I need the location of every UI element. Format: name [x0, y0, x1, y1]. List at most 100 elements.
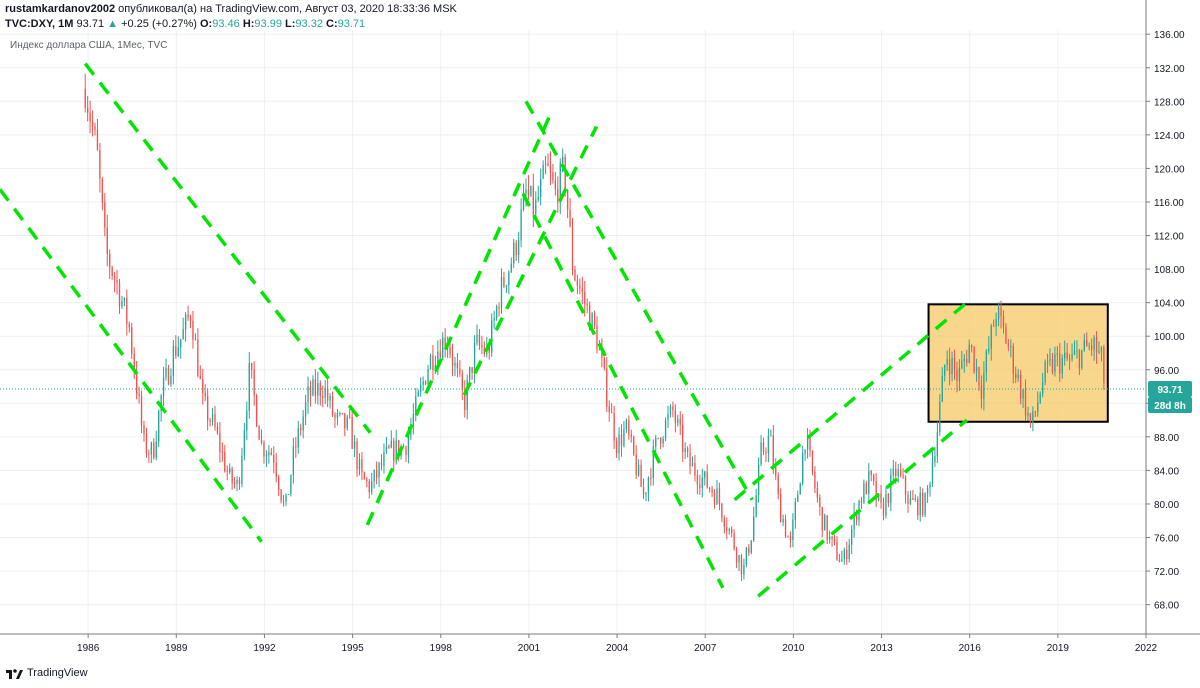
candle-body: [581, 288, 583, 292]
price-axis[interactable]: 136.00 132.00 128.00 124.00 120.00 116.00 112.…: [1146, 30, 1185, 612]
candle-body: [630, 434, 632, 437]
candle-body: [912, 498, 914, 500]
price-tick-label: 104.00: [1154, 299, 1185, 310]
candle-body: [956, 369, 958, 382]
tradingview-logo-icon: [6, 669, 23, 679]
candle-body: [691, 462, 694, 467]
candle-body: [540, 178, 542, 197]
price-tick-label: 120.00: [1154, 164, 1185, 175]
candle-body: [422, 381, 424, 385]
candle-body: [1022, 389, 1024, 399]
candle-body: [500, 277, 503, 309]
candle-body: [226, 471, 228, 473]
candle-body: [177, 347, 179, 356]
candle-body: [980, 386, 983, 399]
candle-body: [1061, 358, 1063, 374]
candle-body: [346, 416, 348, 429]
candle-body: [420, 384, 422, 392]
price-tick-label: 128.00: [1154, 97, 1185, 108]
candle-body: [569, 209, 571, 227]
candle-body: [899, 469, 902, 476]
candle-body: [694, 462, 696, 476]
time-axis[interactable]: 1986 1989 1992 1995 1998 2001 2004 2007 2010 2013…: [77, 634, 1158, 654]
candle-body: [309, 386, 312, 396]
open-value: 93.46: [212, 18, 240, 30]
last-price-tag-text: 93.71: [1157, 385, 1182, 396]
candle-body: [767, 435, 770, 454]
candle-body: [326, 388, 329, 401]
time-tick-label: 1986: [77, 643, 100, 654]
time-tick-label: 2019: [1047, 643, 1070, 654]
last-price: 93.71: [76, 18, 105, 30]
candle-body: [735, 548, 738, 563]
candle-body: [206, 396, 209, 421]
candle-body: [882, 502, 885, 516]
highlight-box: [927, 303, 1109, 423]
candle-body: [532, 186, 535, 215]
candle-body: [1039, 393, 1041, 403]
candle-body: [1066, 352, 1068, 359]
candle-body: [846, 549, 848, 560]
candle-body: [966, 358, 968, 363]
candle-body: [701, 477, 703, 488]
candle-body: [1029, 412, 1032, 424]
candle-body: [547, 163, 549, 166]
symbol-label: TVC:DXY, 1M: [5, 18, 74, 30]
candle-body: [160, 395, 162, 411]
candle-body: [591, 313, 593, 331]
candle-body: [451, 354, 454, 366]
candle-body: [341, 412, 344, 414]
candle-body: [221, 451, 224, 453]
candle-body: [292, 446, 295, 476]
candle-body: [642, 486, 645, 495]
price-tick-label: 112.00: [1154, 232, 1184, 243]
price-tick-label: 88.00: [1154, 433, 1179, 444]
candle-body: [819, 497, 821, 508]
candle-body: [1017, 374, 1019, 379]
candle-body: [1054, 354, 1056, 372]
candle-body: [1041, 382, 1044, 394]
candle-body: [126, 297, 128, 324]
candle-body: [772, 435, 774, 467]
candle-body: [770, 435, 772, 437]
candle-body: [302, 416, 304, 431]
candle-body: [84, 88, 86, 108]
candle-body: [603, 357, 606, 369]
candle-body: [471, 367, 473, 373]
publish-info: опубликовал(а) на TradingView.com, Авгус…: [118, 3, 457, 15]
candle-body: [123, 297, 126, 302]
close-value: 93.71: [337, 18, 366, 30]
candle-body: [613, 412, 615, 441]
candle-body: [116, 279, 118, 283]
low-value: 93.32: [295, 18, 323, 30]
candle-body: [787, 536, 789, 538]
candle-body: [468, 367, 471, 380]
candle-body: [522, 193, 525, 210]
candle-body: [975, 367, 978, 372]
footer-brand[interactable]: TradingView: [5, 666, 88, 680]
candle-body: [383, 451, 385, 466]
candle-body: [371, 481, 373, 493]
author-name[interactable]: rustamkardanov2002: [5, 3, 116, 15]
candle-body: [192, 320, 194, 340]
candle-body: [779, 493, 782, 523]
candle-body: [508, 271, 510, 286]
candle-body: [699, 484, 701, 488]
candle-body: [113, 275, 116, 280]
candle-body: [836, 542, 838, 560]
candle-body: [990, 325, 992, 349]
price-tick-label: 84.00: [1154, 466, 1179, 477]
candle-body: [868, 470, 870, 495]
candle-body: [1078, 350, 1081, 369]
candle-body: [841, 559, 843, 562]
candle-body: [236, 480, 238, 484]
up-arrow-icon: ▲: [107, 18, 119, 30]
candle-body: [655, 437, 657, 447]
candle-body: [503, 277, 505, 287]
candle-body: [775, 466, 777, 476]
candle-body: [273, 454, 275, 463]
candle-body: [608, 406, 610, 413]
last-price-tag: [1148, 380, 1192, 397]
candle-body: [356, 441, 358, 470]
